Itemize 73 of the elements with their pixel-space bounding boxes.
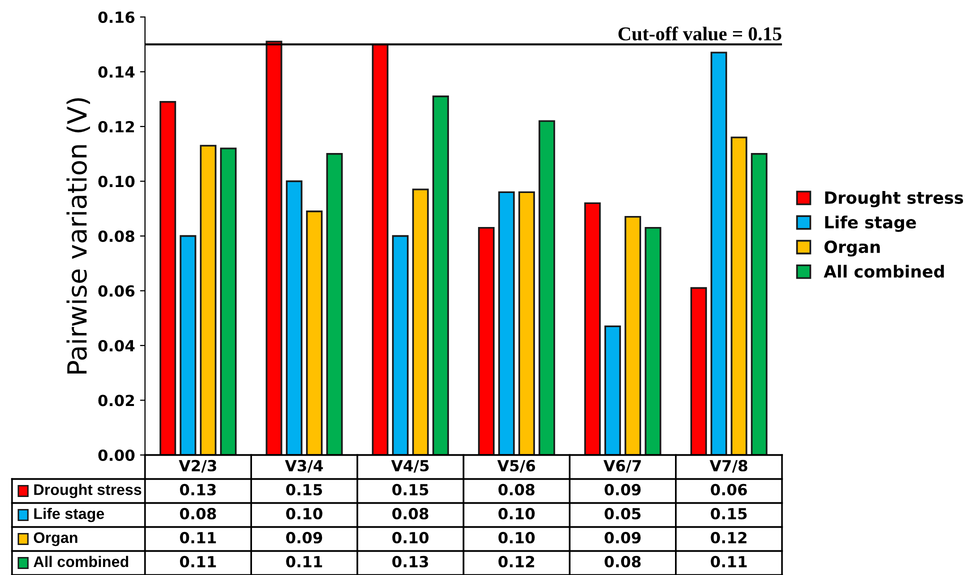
- bar: [306, 210, 323, 455]
- data-label: 0.09: [604, 484, 641, 496]
- data-label: 0.15: [392, 484, 428, 496]
- bar: [372, 44, 388, 455]
- bar: [326, 153, 343, 455]
- data-label: 0.10: [498, 532, 535, 544]
- data-label: 0.10: [498, 508, 535, 520]
- data-label: 0.11: [710, 556, 747, 568]
- y-tick-label: 0.04: [98, 340, 135, 352]
- ref-line-label: Cut-off value = 0.15: [618, 26, 782, 41]
- data-label: 0.05: [604, 508, 641, 520]
- data-label: 0.12: [498, 556, 534, 568]
- bar: [266, 40, 282, 455]
- bar: [518, 191, 535, 455]
- x-tick-label: V5/6: [497, 460, 536, 473]
- data-label: 0.06: [710, 484, 747, 496]
- y-tick-label: 0.06: [98, 285, 134, 297]
- legend-label: Life stage: [34, 508, 104, 522]
- bar: [478, 226, 495, 455]
- x-tick-label: V7/8: [710, 460, 748, 473]
- legend-label: Organ: [824, 240, 880, 256]
- y-tick-label: 0.10: [98, 176, 135, 188]
- text: Life stage: [825, 216, 916, 232]
- bar: [710, 52, 728, 455]
- data-label: 0.08: [180, 508, 216, 520]
- bar: [584, 202, 601, 455]
- data-label: 0.10: [286, 508, 322, 520]
- x-tick-label: V6/7: [603, 460, 641, 473]
- data-label: 0.13: [180, 484, 216, 496]
- data-label: 0.09: [604, 532, 641, 544]
- bar: [432, 96, 449, 455]
- data-label: 0.15: [286, 484, 322, 496]
- data-label: 0.08: [498, 484, 534, 496]
- text: All combined: [34, 556, 128, 568]
- x-tick-label: V3/4: [284, 460, 323, 473]
- data-label: 0.12: [710, 532, 746, 544]
- y-tick-label: 0.08: [98, 230, 134, 242]
- bar: [690, 287, 707, 455]
- bar: [392, 235, 409, 455]
- bar: [286, 180, 302, 455]
- y-tick-label: 0.12: [98, 120, 134, 133]
- data-label: 0.10: [392, 532, 429, 544]
- bar: [498, 191, 515, 455]
- bar: [750, 153, 768, 455]
- y-tick-label: 0.02: [98, 394, 134, 406]
- data-label: 0.09: [286, 532, 322, 544]
- x-tick-label: V4/5: [391, 460, 429, 473]
- bar: [604, 326, 621, 455]
- bar: [538, 120, 556, 455]
- data-label: 0.11: [180, 556, 216, 568]
- bar: [624, 216, 642, 455]
- data-label: 0.15: [710, 508, 747, 520]
- x-tick-label: V2/3: [178, 460, 216, 473]
- text: Drought stress: [825, 191, 964, 208]
- y-axis-title: Pairwise variation (V): [66, 98, 90, 374]
- data-label: 0.11: [180, 532, 216, 544]
- bar: [412, 188, 429, 455]
- legend-label: All combined: [824, 264, 944, 278]
- data-label: 0.11: [286, 556, 322, 568]
- bar: [730, 136, 748, 455]
- legend-label: Drought stress: [34, 484, 142, 498]
- bar: [180, 235, 196, 455]
- data-label: 0.13: [392, 556, 428, 568]
- data-label: 0.08: [604, 556, 641, 568]
- y-tick-label: 0.00: [98, 449, 135, 462]
- y-tick-label: 0.14: [98, 66, 135, 78]
- bar: [200, 144, 216, 455]
- bar: [644, 226, 662, 455]
- y-tick-label: 0.16: [98, 11, 134, 24]
- bar: [220, 148, 237, 455]
- data-label: 0.08: [392, 508, 428, 520]
- text: Organ: [34, 532, 78, 546]
- bar: [160, 101, 176, 455]
